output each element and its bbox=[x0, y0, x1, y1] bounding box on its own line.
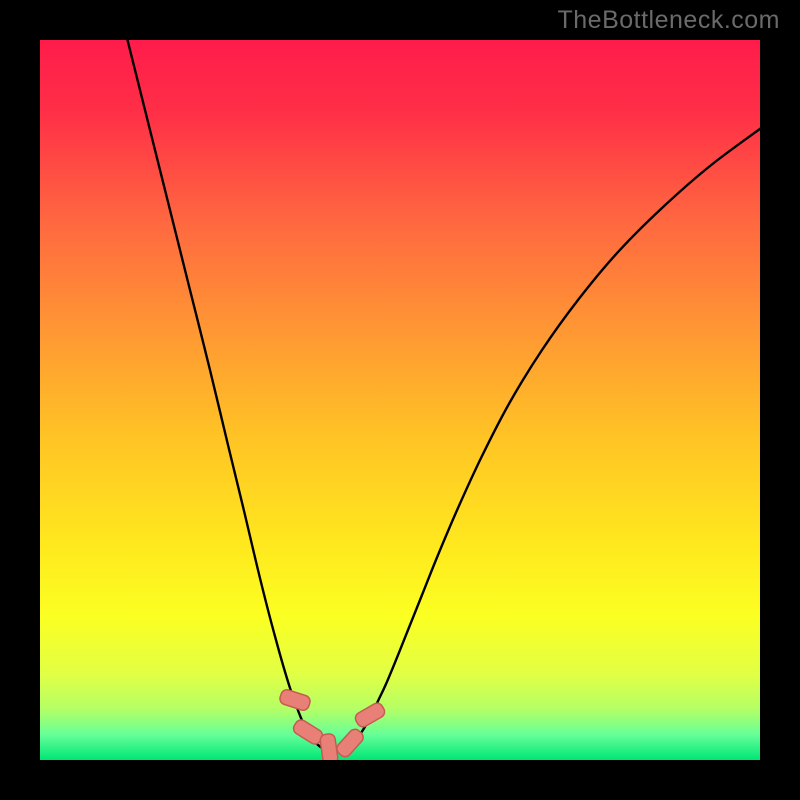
bottleneck-curve-chart bbox=[40, 40, 760, 760]
watermark-text: TheBottleneck.com bbox=[558, 6, 781, 35]
outer-frame: TheBottleneck.com bbox=[0, 0, 800, 800]
plot-area bbox=[40, 40, 760, 760]
